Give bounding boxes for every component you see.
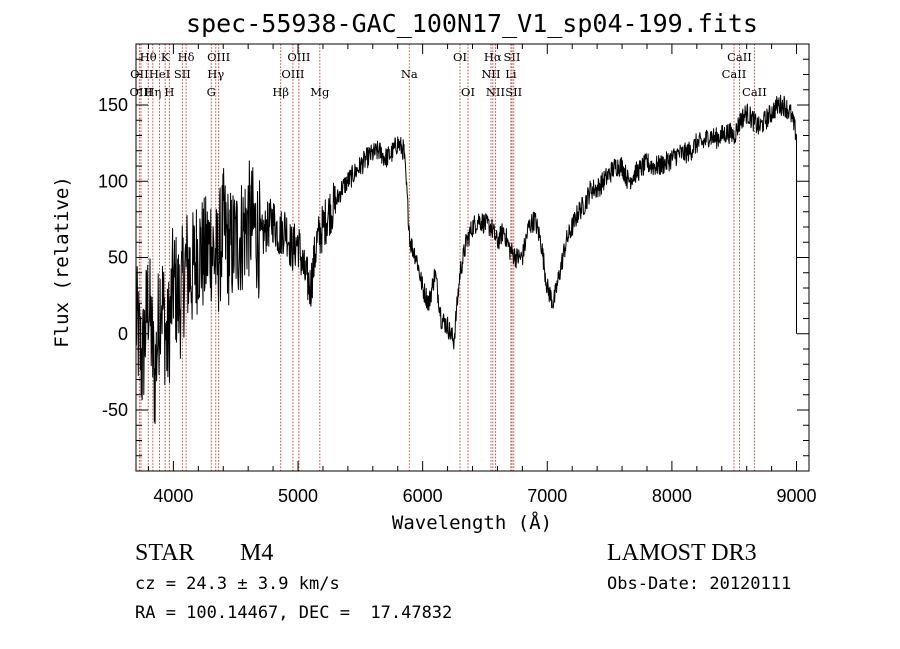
line-marker-label: SII <box>505 85 522 99</box>
line-marker-label: SII <box>174 67 191 81</box>
line-marker-label: Li <box>505 67 517 81</box>
chart-title: spec-55938-GAC_100N17_V1_sp04-199.fits <box>186 9 758 38</box>
line-marker-label: OI <box>453 50 467 64</box>
line-marker-label: K <box>161 50 170 64</box>
axes: 4000 5000 6000 7000 8000 9000 -50 0 50 100 150 <box>98 43 817 506</box>
line-marker-label: Hγ <box>207 67 224 81</box>
x-tick-label: 8000 <box>652 486 692 506</box>
line-marker-label: NII <box>481 67 500 81</box>
x-axis-label: Wavelength (Å) <box>392 511 552 534</box>
line-marker-label: OIII <box>129 85 152 99</box>
line-marker-label: Hη <box>144 85 161 99</box>
line-marker-label: NII <box>486 85 505 99</box>
line-marker-label: Hβ <box>272 85 289 99</box>
y-axis-label: Flux (relative) <box>51 176 73 348</box>
line-marker-label: OIII <box>281 67 304 81</box>
line-marker-label: H <box>164 85 174 99</box>
line-marker-label: SII <box>504 50 521 64</box>
line-marker-label: Hθ <box>140 50 157 64</box>
plot-area <box>135 94 797 424</box>
y-tick-label: 50 <box>108 248 128 268</box>
x-tick-label: 7000 <box>527 486 567 506</box>
plot-frame <box>135 43 810 472</box>
line-marker-label: OI <box>461 85 475 99</box>
line-marker-label: Hδ <box>178 50 195 64</box>
line-marker-label: OIII <box>207 50 230 64</box>
y-tick-label: -50 <box>102 400 128 420</box>
line-marker-label: HeI <box>149 67 170 81</box>
coordinates: RA = 100.14467, DEC = 17.47832 <box>135 603 453 623</box>
x-tick-label: 5000 <box>278 486 318 506</box>
spectrum-series <box>135 94 797 424</box>
x-tick-label: 4000 <box>153 486 193 506</box>
line-marker-label: CaII <box>727 50 752 64</box>
x-tick-label: 6000 <box>403 486 443 506</box>
line-marker-label: G <box>207 85 216 99</box>
line-marker-label: CaII <box>722 67 747 81</box>
line-marker-label: CaII <box>742 85 767 99</box>
line-marker-label: OIII <box>287 50 310 64</box>
survey-name: LAMOST DR3 <box>607 540 757 566</box>
object-class: STAR <box>135 540 195 566</box>
redshift-value: cz = 24.3 ± 3.9 km/s <box>135 574 340 594</box>
line-marker-label: Mg <box>310 85 330 99</box>
y-tick-label: 0 <box>118 324 128 344</box>
object-subclass: M4 <box>240 540 274 566</box>
y-tick-label: 100 <box>98 171 128 191</box>
line-marker-label: Hα <box>484 50 502 64</box>
y-tick-label: 150 <box>98 95 128 115</box>
x-tick-label: 9000 <box>777 486 817 506</box>
line-marker-label: Na <box>401 67 418 81</box>
observation-date: Obs-Date: 20120111 <box>607 574 792 594</box>
